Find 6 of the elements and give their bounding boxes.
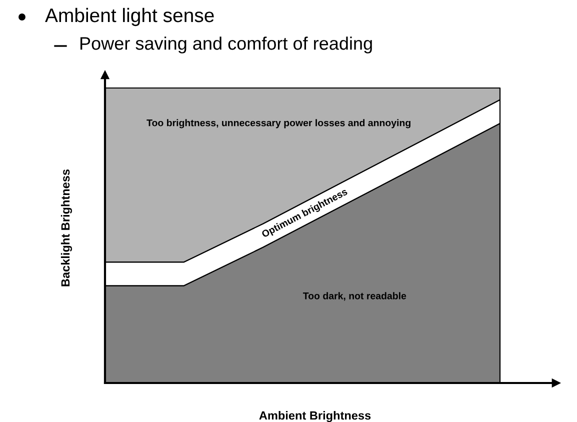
y-axis-title: Backlight Brightness bbox=[60, 169, 72, 286]
series-label: Too brightness, unnecessary power losses and annoying bbox=[146, 119, 410, 128]
x-axis-title: Ambient Brightness bbox=[259, 411, 371, 422]
series-label: Too dark, not readable bbox=[302, 292, 406, 301]
chart-subtitle: Power saving and comfort of reading bbox=[80, 36, 372, 54]
chart-title: Ambient light sense bbox=[45, 8, 214, 26]
